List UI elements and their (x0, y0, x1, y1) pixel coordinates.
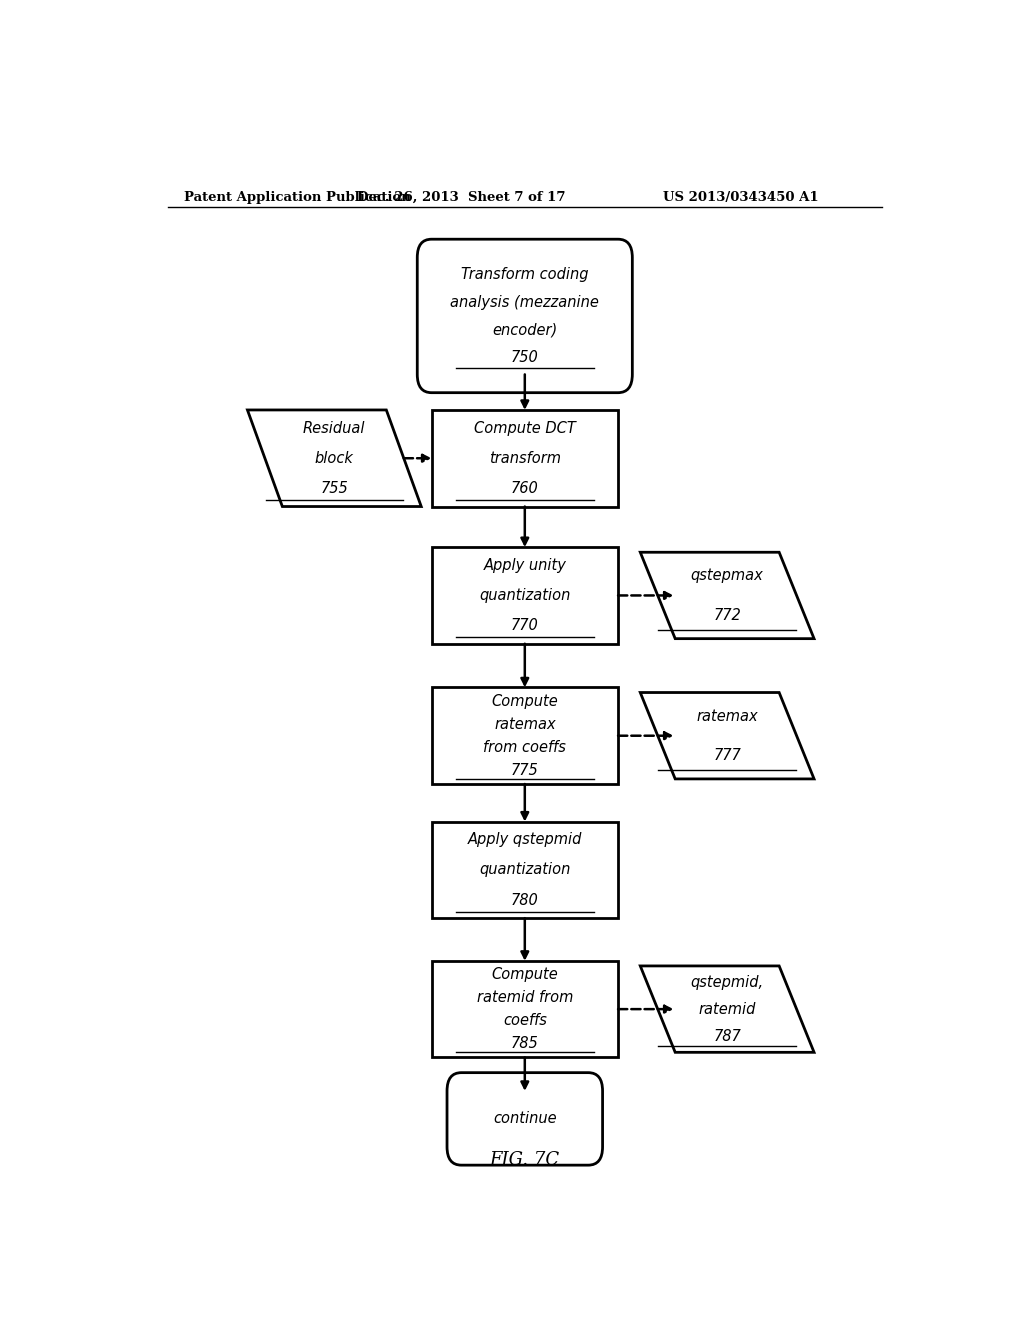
Polygon shape (640, 552, 814, 639)
Text: 787: 787 (714, 1028, 741, 1044)
Text: 770: 770 (511, 618, 539, 634)
FancyBboxPatch shape (447, 1073, 602, 1166)
Text: Compute: Compute (492, 694, 558, 709)
Text: 750: 750 (511, 350, 539, 366)
FancyBboxPatch shape (417, 239, 633, 392)
Text: 780: 780 (511, 892, 539, 908)
Text: Compute DCT: Compute DCT (474, 421, 575, 436)
Text: ratemax: ratemax (696, 709, 758, 723)
Bar (431, 961, 618, 1057)
Text: ratemid from: ratemid from (476, 990, 573, 1005)
Text: 785: 785 (511, 1036, 539, 1051)
Text: qstepmid,: qstepmid, (690, 974, 764, 990)
Text: US 2013/0343450 A1: US 2013/0343450 A1 (663, 190, 818, 203)
Text: FIG. 7C: FIG. 7C (489, 1151, 560, 1168)
Text: ratemid: ratemid (698, 1002, 756, 1016)
Text: Compute: Compute (492, 968, 558, 982)
Bar (431, 821, 618, 919)
Text: Apply unity: Apply unity (483, 558, 566, 573)
Text: analysis (mezzanine: analysis (mezzanine (451, 294, 599, 309)
Text: continue: continue (493, 1111, 557, 1126)
Text: coeffs: coeffs (503, 1014, 547, 1028)
Polygon shape (248, 411, 421, 507)
Text: 760: 760 (511, 480, 539, 496)
Bar (431, 548, 618, 644)
Text: encoder): encoder) (493, 322, 557, 338)
Text: 775: 775 (511, 763, 539, 777)
Polygon shape (640, 693, 814, 779)
Text: 772: 772 (714, 607, 741, 623)
Text: 755: 755 (321, 480, 348, 496)
Text: quantization: quantization (479, 862, 570, 878)
Bar (431, 688, 618, 784)
Text: block: block (315, 450, 353, 466)
Text: 777: 777 (714, 748, 741, 763)
Bar (431, 411, 618, 507)
Text: qstepmax: qstepmax (691, 569, 764, 583)
Text: Dec. 26, 2013  Sheet 7 of 17: Dec. 26, 2013 Sheet 7 of 17 (357, 190, 565, 203)
Text: Apply qstepmid: Apply qstepmid (468, 832, 582, 847)
Text: transform: transform (488, 450, 561, 466)
Text: Transform coding: Transform coding (461, 267, 589, 281)
Text: Residual: Residual (303, 421, 366, 436)
Text: ratemax: ratemax (494, 717, 556, 731)
Text: from coeffs: from coeffs (483, 739, 566, 755)
Polygon shape (640, 966, 814, 1052)
Text: quantization: quantization (479, 587, 570, 603)
Text: Patent Application Publication: Patent Application Publication (183, 190, 411, 203)
